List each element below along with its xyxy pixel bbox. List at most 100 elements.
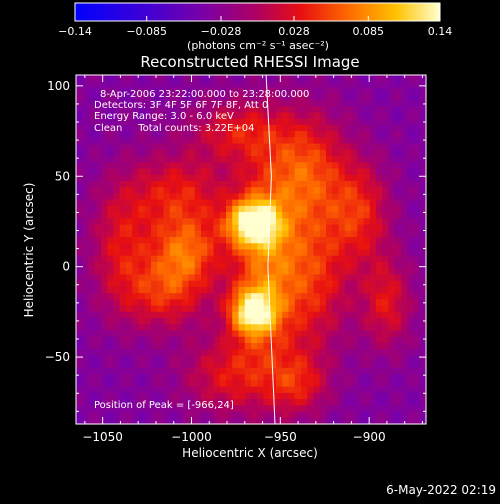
heatmap-cell: [369, 305, 377, 313]
heatmap-cell: [382, 243, 390, 251]
heatmap-cell: [188, 305, 196, 313]
heatmap-cell: [169, 361, 177, 369]
heatmap-cell: [257, 131, 265, 138]
heatmap-cell: [226, 280, 233, 288]
heatmap-cell: [307, 168, 315, 176]
heatmap-cell: [282, 417, 290, 425]
heatmap-cell: [263, 243, 271, 251]
heatmap-cell: [169, 374, 177, 381]
heatmap-cell: [94, 280, 102, 288]
heatmap-cell: [413, 187, 421, 195]
heatmap-cell: [363, 230, 371, 238]
heatmap-cell: [219, 286, 227, 294]
heatmap-cell: [207, 112, 215, 120]
heatmap-cell: [182, 305, 190, 313]
heatmap-cell: [394, 137, 402, 145]
heatmap-cell: [276, 124, 283, 132]
heatmap-cell: [413, 336, 421, 344]
heatmap-cell: [176, 417, 183, 425]
heatmap-cell: [76, 324, 83, 332]
heatmap-cell: [82, 218, 90, 226]
heatmap-cell: [119, 174, 127, 182]
heatmap-cell: [157, 374, 165, 381]
heatmap-cell: [413, 75, 421, 82]
heatmap-cell: [388, 162, 396, 170]
heatmap-cell: [276, 361, 283, 369]
heatmap-cell: [232, 249, 240, 257]
heatmap-cell: [151, 168, 158, 176]
heatmap-cell: [107, 392, 115, 400]
heatmap-cell: [232, 193, 240, 201]
heatmap-cell: [326, 137, 333, 145]
heatmap-cell: [163, 255, 171, 263]
heatmap-cell: [244, 81, 252, 89]
heatmap-cell: [294, 212, 302, 219]
heatmap-cell: [307, 124, 315, 132]
heatmap-cell: [269, 342, 277, 350]
heatmap-cell: [382, 274, 390, 282]
heatmap-cell: [213, 168, 221, 176]
heatmap-cell: [138, 87, 146, 95]
heatmap-cell: [419, 237, 427, 244]
heatmap-cell: [182, 243, 190, 251]
heatmap-cell: [194, 286, 202, 294]
heatmap-cell: [301, 417, 308, 425]
heatmap-cell: [394, 255, 402, 263]
heatmap-cell: [76, 349, 83, 357]
heatmap-cell: [151, 305, 158, 313]
heatmap-cell: [144, 230, 152, 238]
heatmap-cell: [82, 336, 90, 344]
heatmap-cell: [244, 392, 252, 400]
heatmap-cell: [301, 361, 308, 369]
heatmap-cell: [76, 417, 83, 425]
heatmap-cell: [244, 193, 252, 201]
heatmap-cell: [351, 399, 358, 406]
heatmap-cell: [344, 168, 352, 176]
heatmap-cell: [257, 336, 265, 344]
heatmap-cell: [76, 180, 83, 188]
heatmap-cell: [282, 342, 290, 350]
heatmap-cell: [226, 342, 233, 350]
heatmap-cell: [188, 336, 196, 344]
heatmap-cell: [413, 162, 421, 170]
heatmap-cell: [207, 349, 215, 357]
heatmap-cell: [388, 261, 396, 269]
heatmap-cell: [251, 230, 258, 238]
heatmap-cell: [301, 118, 308, 126]
heatmap-cell: [88, 249, 96, 257]
heatmap-cell: [282, 361, 290, 369]
heatmap-cell: [226, 286, 233, 294]
heatmap-cell: [194, 156, 202, 163]
heatmap-cell: [369, 324, 377, 332]
heatmap-cell: [338, 405, 346, 413]
heatmap-cell: [157, 162, 165, 170]
heatmap-cell: [313, 417, 321, 425]
heatmap-cell: [369, 218, 377, 226]
heatmap-cell: [394, 156, 402, 163]
heatmap-cell: [232, 149, 240, 157]
heatmap-cell: [101, 274, 108, 282]
heatmap-cell: [407, 305, 415, 313]
heatmap-cell: [151, 143, 158, 151]
heatmap-cell: [107, 349, 115, 357]
heatmap-cell: [126, 199, 133, 207]
heatmap-cell: [351, 237, 358, 244]
heatmap-cell: [238, 237, 246, 244]
heatmap-cell: [132, 243, 140, 251]
heatmap-cell: [194, 255, 202, 263]
heatmap-cell: [163, 342, 171, 350]
heatmap-cell: [82, 261, 90, 269]
heatmap-cell: [338, 286, 346, 294]
heatmap-cell: [151, 106, 158, 113]
heatmap-cell: [88, 174, 96, 182]
heatmap-cell: [357, 106, 365, 113]
heatmap-cell: [182, 99, 190, 107]
heatmap-cell: [357, 149, 365, 157]
heatmap-cell: [182, 106, 190, 113]
heatmap-cell: [288, 367, 296, 375]
heatmap-cell: [94, 205, 102, 213]
heatmap-cell: [263, 224, 271, 232]
heatmap-cell: [263, 411, 271, 419]
heatmap-cell: [382, 193, 390, 201]
heatmap-cell: [182, 330, 190, 338]
